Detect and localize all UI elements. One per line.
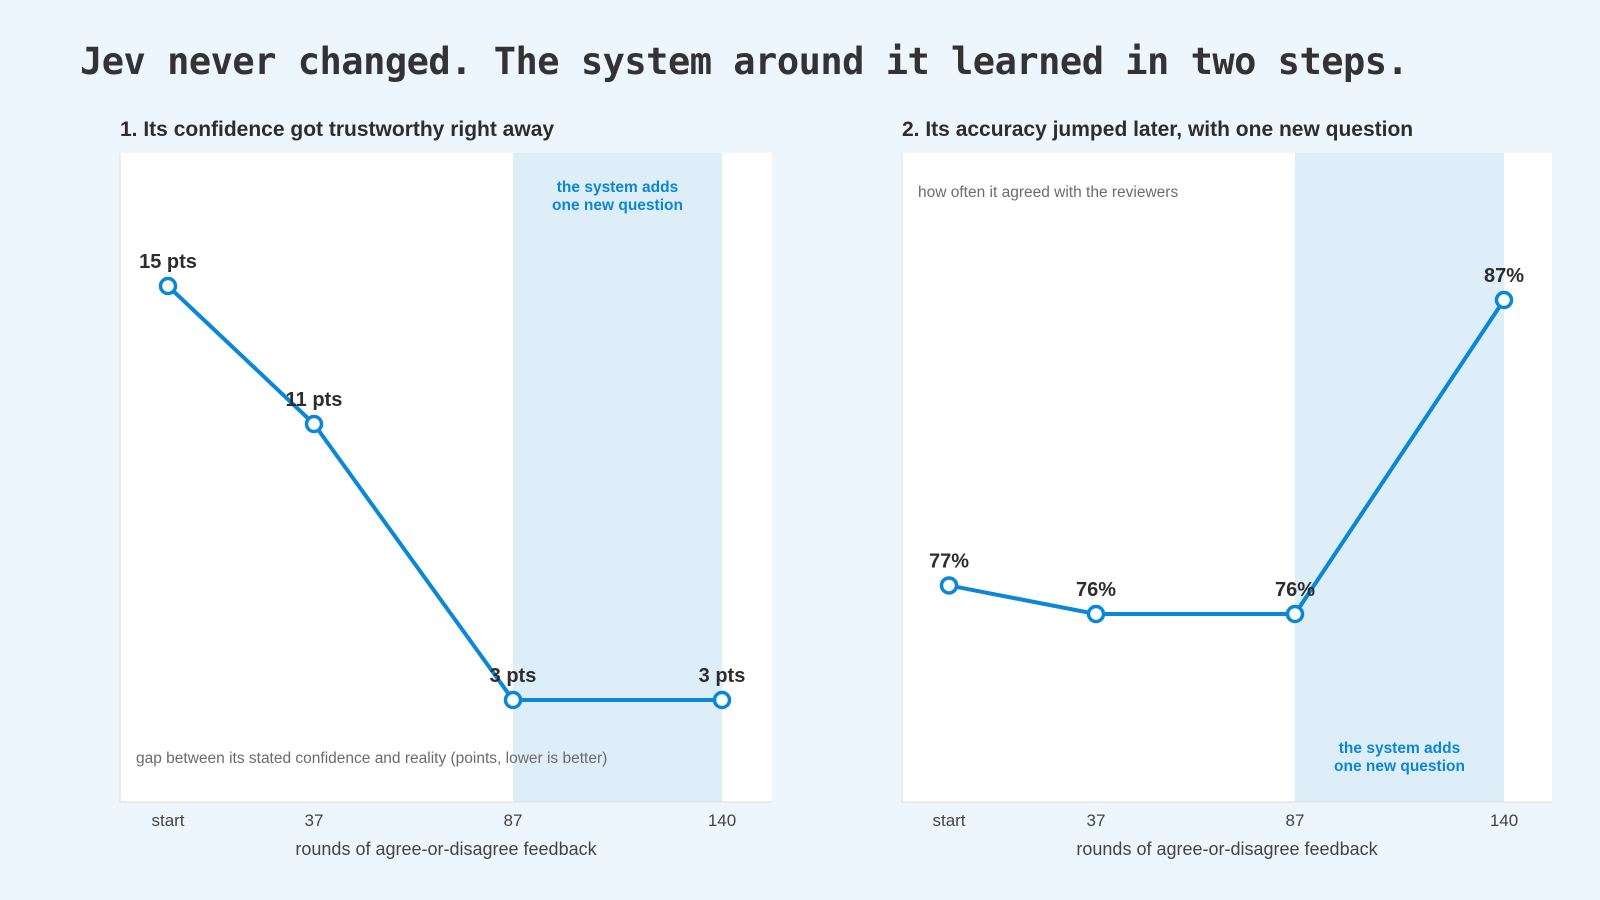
highlight-band	[1295, 153, 1504, 802]
x-tick-label: 140	[1490, 811, 1518, 830]
data-point	[1285, 604, 1305, 624]
band-label: one new question	[552, 197, 683, 214]
x-tick-label: 37	[1087, 811, 1106, 830]
highlight-band	[513, 153, 722, 802]
data-label: 76%	[1275, 579, 1315, 601]
data-point	[1494, 290, 1514, 310]
data-label: 77%	[929, 550, 969, 572]
data-label: 3 pts	[490, 665, 537, 687]
chart-panel-1: 1. Its confidence got trustworthy right …	[119, 118, 772, 859]
data-point	[503, 690, 523, 710]
panel-title: 1. Its confidence got trustworthy right …	[120, 118, 554, 141]
chart-note: gap between its stated confidence and re…	[136, 750, 607, 767]
data-point	[1086, 604, 1106, 624]
series-line	[948, 298, 1506, 616]
chart-panel-2: 2. Its accuracy jumped later, with one n…	[901, 118, 1552, 859]
page-title: Jev never changed. The system around it …	[80, 40, 1409, 83]
band-label: one new question	[1334, 758, 1465, 775]
x-tick-label: start	[932, 811, 965, 830]
data-point	[158, 276, 178, 296]
x-tick-label: 87	[504, 811, 523, 830]
data-point	[939, 576, 959, 595]
band-label: the system adds	[1339, 740, 1460, 757]
data-point	[712, 690, 732, 710]
x-tick-label: 140	[708, 811, 736, 830]
x-tick-label: 37	[305, 811, 324, 830]
data-label: 87%	[1484, 265, 1524, 287]
chart-note: how often it agreed with the reviewers	[918, 184, 1178, 201]
series-line	[166, 284, 722, 702]
x-tick-label: start	[151, 811, 184, 830]
data-label: 76%	[1076, 579, 1116, 601]
band-label: the system adds	[557, 179, 678, 196]
data-label: 11 pts	[286, 389, 343, 411]
x-axis-label: rounds of agree-or-disagree feedback	[295, 839, 597, 859]
x-axis-label: rounds of agree-or-disagree feedback	[1076, 839, 1378, 859]
data-label: 3 pts	[699, 665, 746, 687]
panel-title: 2. Its accuracy jumped later, with one n…	[902, 118, 1413, 141]
x-tick-label: 87	[1286, 811, 1305, 830]
data-label: 15 pts	[139, 251, 197, 273]
data-point	[304, 414, 324, 434]
